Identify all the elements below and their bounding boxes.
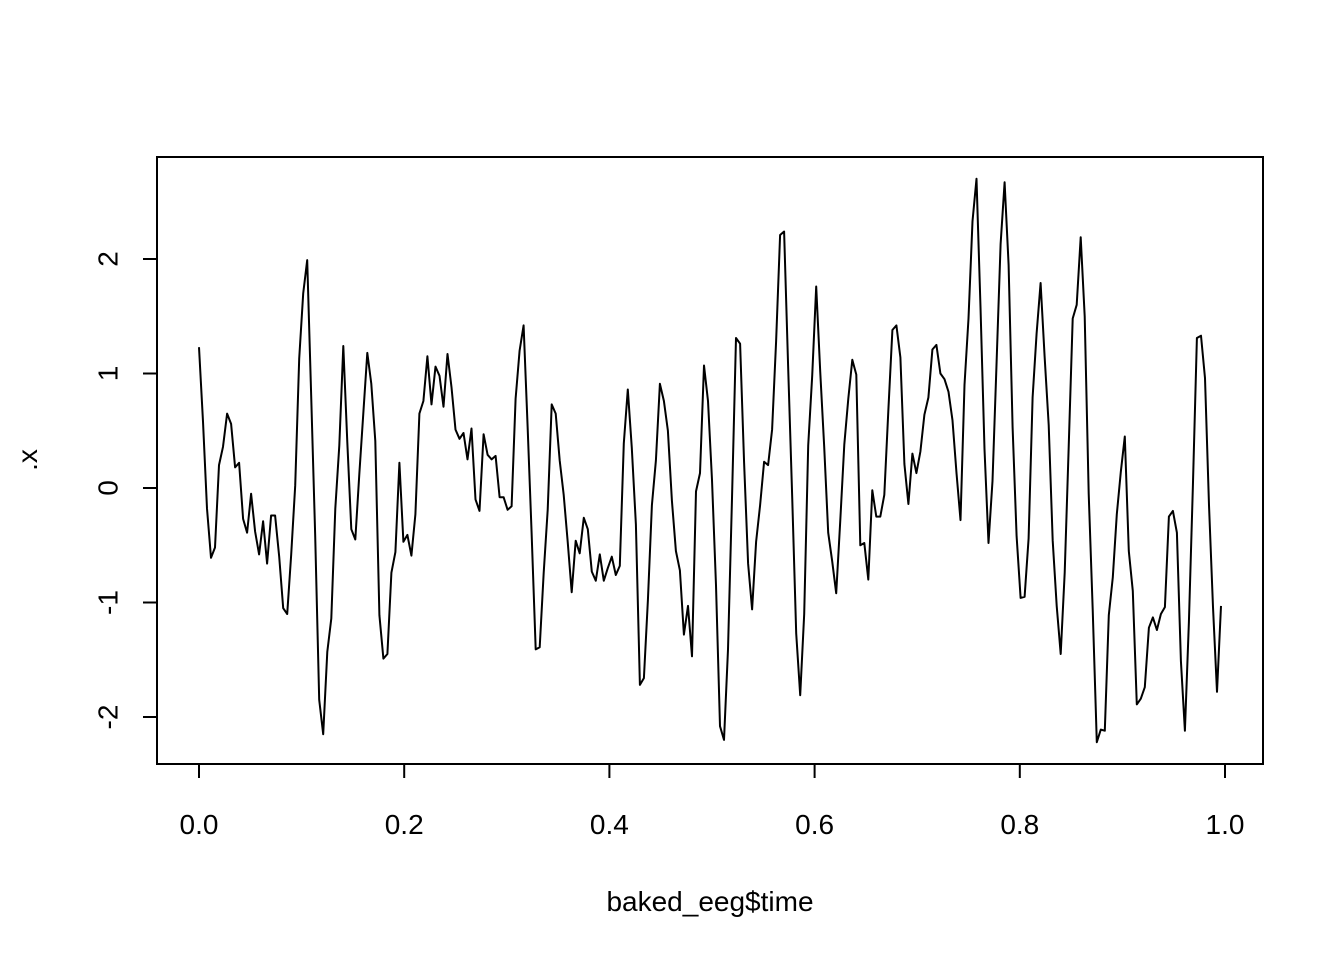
y-axis-title: .x — [12, 449, 43, 471]
x-tick-label: 0.0 — [180, 809, 219, 840]
y-tick-label: 2 — [92, 251, 123, 267]
x-tick-label: 0.4 — [590, 809, 629, 840]
x-tick-label: 0.2 — [385, 809, 424, 840]
y-tick-label: 0 — [92, 480, 123, 496]
y-tick-label: -1 — [92, 590, 123, 615]
series-line — [198, 177, 1222, 744]
x-axis: 0.0 0.2 0.4 0.6 0.8 1.0 — [180, 763, 1245, 840]
y-axis: -2 -1 0 1 2 — [92, 251, 158, 730]
x-tick-label: 1.0 — [1206, 809, 1245, 840]
x-tick-label: 0.8 — [1000, 809, 1039, 840]
x-axis-title: baked_eeg$time — [606, 886, 813, 917]
plot-frame — [156, 156, 1264, 765]
y-tick-label: -2 — [92, 705, 123, 730]
x-tick-label: 0.6 — [795, 809, 834, 840]
y-tick-label: 1 — [92, 366, 123, 382]
